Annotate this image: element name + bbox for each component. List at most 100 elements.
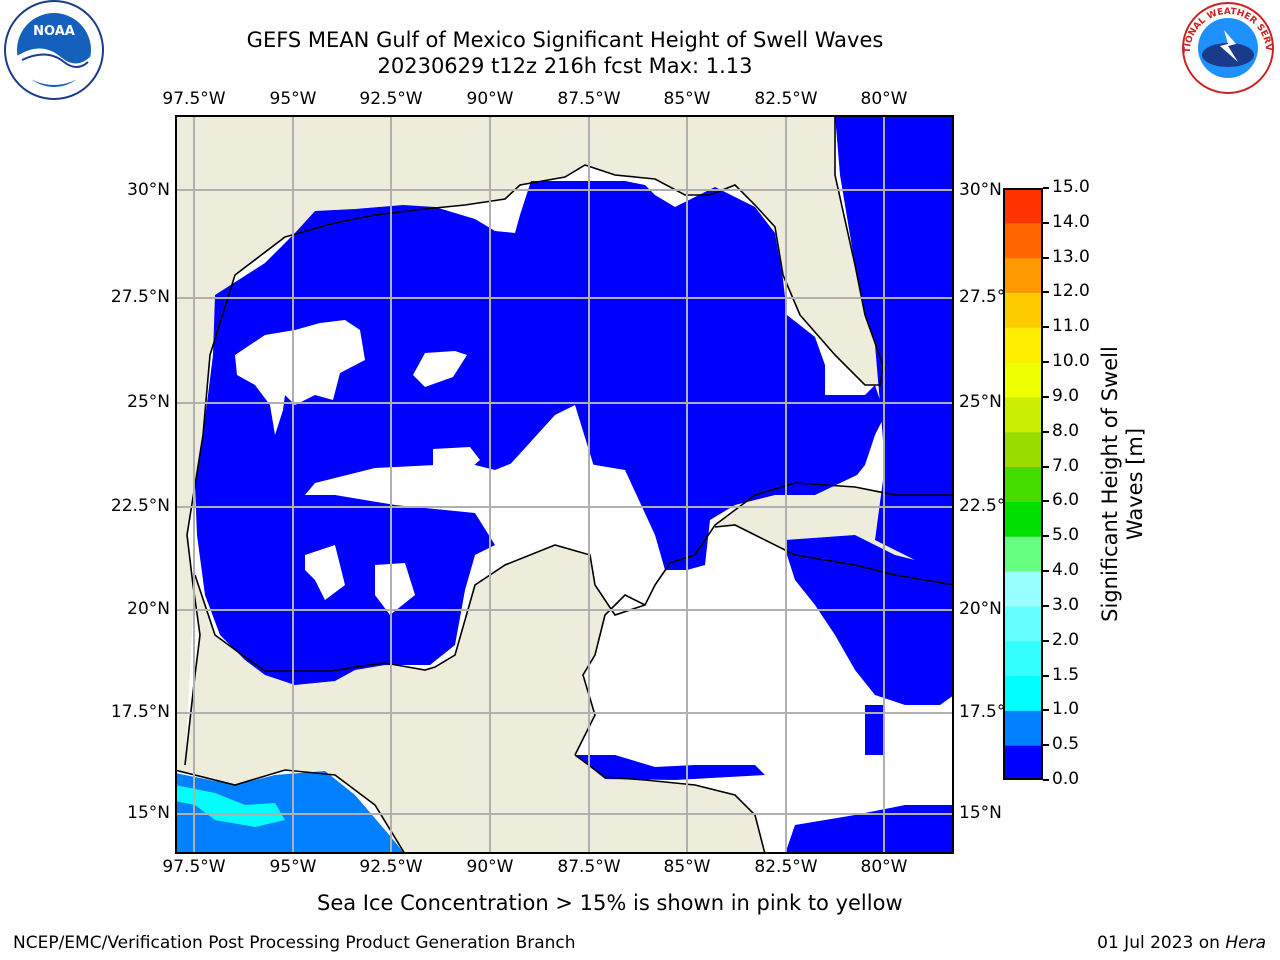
no-data-hole [235, 320, 365, 435]
chart-subtitle: 20230629 t12z 216h fcst Max: 1.13 [377, 54, 753, 78]
colorbar-tick-mark [1043, 187, 1049, 189]
footer-date: 01 Jul 2023 on [1097, 933, 1226, 953]
lat-tick-left: 22.5°N [110, 496, 170, 516]
colorbar-segment [1003, 257, 1043, 293]
colorbar-tick-mark [1043, 326, 1049, 329]
swell-field-caribbean [785, 805, 954, 854]
lon-tick-top: 97.5°W [162, 89, 226, 109]
colorbar-tick-mark [1043, 395, 1049, 398]
colorbar-tick-label: 10.0 [1052, 351, 1090, 372]
colorbar-segment [1003, 362, 1043, 398]
coastline [184, 115, 884, 766]
coastline [714, 524, 954, 586]
no-data-hole [505, 405, 595, 485]
colorbar-tick-label: 5.0 [1052, 525, 1080, 546]
lat-tick-left: 25°N [127, 392, 170, 412]
footer-right: 01 Jul 2023 on Hera [1097, 933, 1266, 953]
colorbar-segment [1003, 222, 1043, 259]
colorbar-segment [1003, 327, 1043, 363]
lon-tick-top: 90°W [466, 89, 514, 109]
colorbar [1003, 188, 1043, 780]
noaa-logo: NOAA [2, 0, 106, 104]
colorbar-tick-label: 6.0 [1052, 490, 1080, 511]
colorbar-tick-mark [1043, 779, 1049, 781]
colorbar-tick-mark [1043, 361, 1049, 364]
lat-tick-right: 25°N [959, 392, 1002, 412]
lon-tick-bottom: 97.5°W [162, 857, 226, 877]
colorbar-tick-label: 7.0 [1052, 455, 1080, 476]
lat-tick-right: 20°N [959, 599, 1002, 619]
colorbar-segment [1003, 431, 1043, 468]
colorbar-tick-label: 14.0 [1052, 211, 1090, 232]
nws-logo: NATIONAL WEATHER SERVICE [1176, 0, 1280, 104]
lon-tick-bottom: 80°W [860, 857, 908, 877]
swell-field-pacific [175, 771, 405, 854]
colorbar-tick-mark [1043, 465, 1049, 468]
colorbar-segment [1003, 710, 1043, 746]
colorbar-tick-mark [1043, 744, 1049, 747]
colorbar-label-box: Significant Height of Swell Waves [m] [1098, 188, 1147, 780]
lat-tick-left: 27.5°N [110, 287, 170, 307]
colorbar-label: Significant Height of Swell Waves [m] [1098, 346, 1147, 622]
atlantic-water [835, 115, 954, 585]
colorbar-tick-label: 1.5 [1052, 664, 1080, 685]
colorbar-tick-label: 2.0 [1052, 629, 1080, 650]
lat-tick-right: 30°N [959, 180, 1002, 200]
swell-field-caribbean [865, 705, 885, 755]
colorbar-tick-label: 12.0 [1052, 281, 1090, 302]
colorbar-segment [1003, 466, 1043, 502]
colorbar-tick-label: 3.0 [1052, 594, 1080, 615]
colorbar-tick-label: 11.0 [1052, 316, 1090, 337]
no-data-hole [413, 351, 467, 387]
lon-tick-top: 82.5°W [754, 89, 818, 109]
svg-text:NOAA: NOAA [33, 24, 75, 39]
colorbar-tick-mark [1043, 256, 1049, 259]
map-panel [175, 115, 954, 854]
sea-ice-note: Sea Ice Concentration > 15% is shown in … [317, 891, 903, 915]
colorbar-segment [1003, 292, 1043, 328]
colorbar-frame [1003, 188, 1043, 780]
lon-tick-bottom: 92.5°W [359, 857, 423, 877]
footer-left: NCEP/EMC/Verification Post Processing Pr… [13, 933, 576, 953]
colorbar-tick-mark [1043, 570, 1049, 573]
colorbar-segment [1003, 188, 1043, 224]
colorbar-segment [1003, 396, 1043, 433]
colorbar-tick-mark [1043, 500, 1049, 503]
colorbar-tick-mark [1043, 291, 1049, 294]
swell-field-caribbean [575, 755, 765, 780]
lat-tick-left: 30°N [127, 180, 170, 200]
lat-tick-left: 15°N [127, 803, 170, 823]
lat-tick-right: 15°N [959, 803, 1002, 823]
colorbar-segment [1003, 536, 1043, 572]
colorbar-segment [1003, 675, 1043, 711]
colorbar-tick-mark [1043, 709, 1049, 712]
lon-tick-top: 85°W [663, 89, 711, 109]
no-data-hole [433, 447, 480, 475]
lon-tick-bottom: 87.5°W [557, 857, 621, 877]
coastline [194, 482, 954, 672]
lon-tick-bottom: 90°W [466, 857, 514, 877]
footer-host: Hera [1225, 933, 1266, 953]
colorbar-tick-mark [1043, 221, 1049, 224]
swell-field-pacific [175, 785, 285, 827]
colorbar-segment [1003, 571, 1043, 607]
map-grid [175, 115, 954, 854]
colorbar-tick-label: 9.0 [1052, 385, 1080, 406]
lon-tick-bottom: 95°W [269, 857, 317, 877]
lat-tick-left: 17.5°N [110, 702, 170, 722]
lon-tick-top: 92.5°W [359, 89, 423, 109]
colorbar-tick-mark [1043, 535, 1049, 538]
colorbar-tick-label: 1.0 [1052, 699, 1080, 720]
colorbar-tick-mark [1043, 639, 1049, 642]
colorbar-tick-mark [1043, 604, 1049, 607]
colorbar-tick-label: 0.0 [1052, 769, 1080, 789]
colorbar-segment [1003, 501, 1043, 537]
colorbar-tick-label: 4.0 [1052, 560, 1080, 581]
chart-title: GEFS MEAN Gulf of Mexico Significant Hei… [246, 28, 884, 52]
lat-tick-left: 20°N [127, 599, 170, 619]
coastline [574, 594, 646, 756]
lon-tick-top: 80°W [860, 89, 908, 109]
no-data-hole [375, 563, 415, 615]
colorbar-segment [1003, 605, 1043, 642]
colorbar-tick-label: 15.0 [1052, 177, 1090, 197]
